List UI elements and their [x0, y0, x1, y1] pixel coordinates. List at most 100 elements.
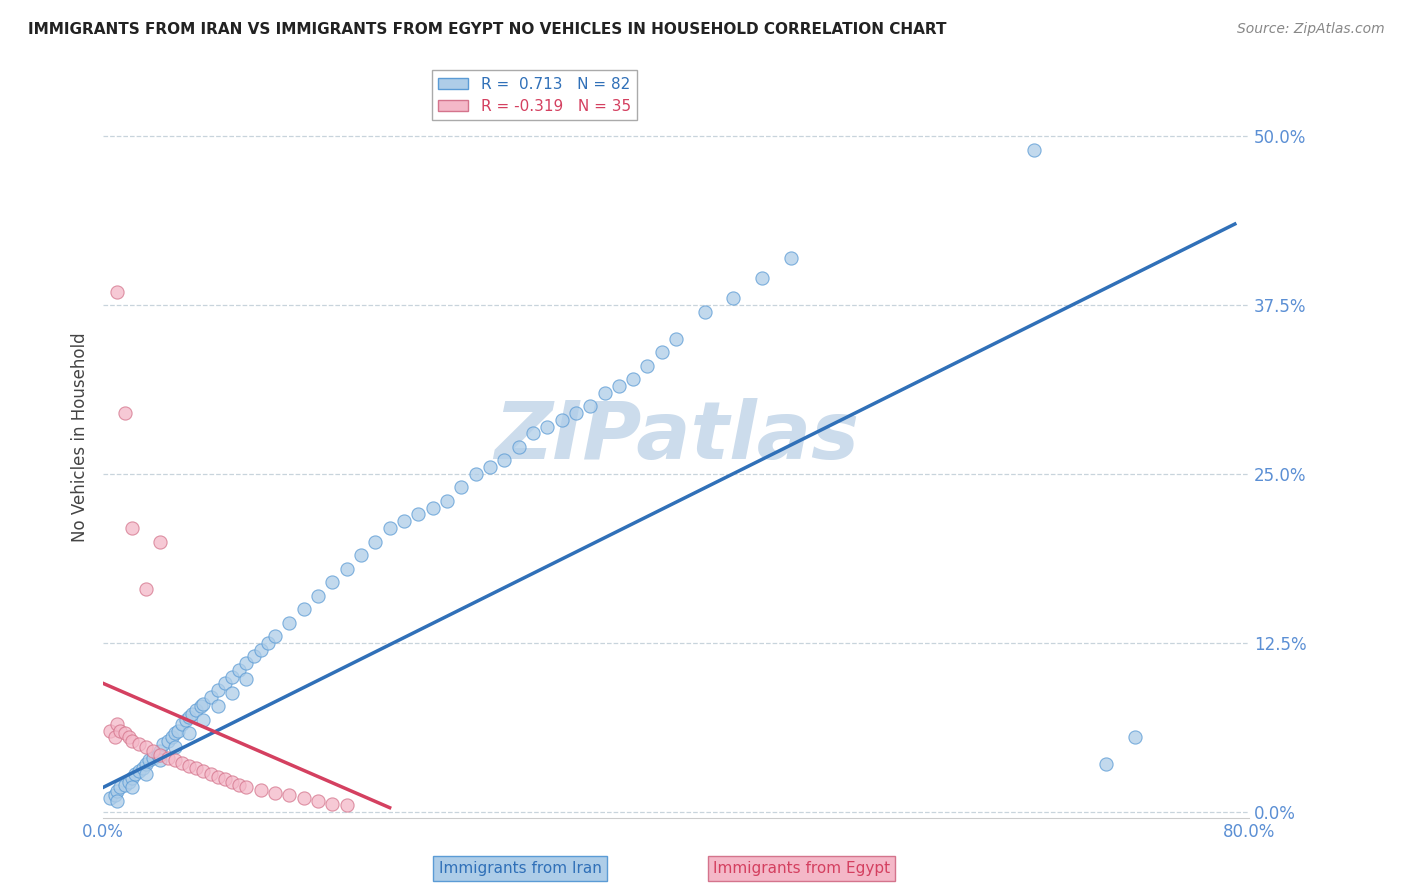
- Point: [98, 723, 121, 738]
- Point: [186, 762, 208, 776]
- Point: [110, 723, 132, 738]
- Point: [181, 707, 204, 722]
- Point: [193, 764, 215, 779]
- Point: [1123, 731, 1146, 745]
- Point: [207, 699, 229, 714]
- Point: [135, 582, 157, 596]
- Point: [494, 453, 516, 467]
- Point: [200, 767, 222, 781]
- Point: [107, 285, 129, 299]
- Point: [107, 717, 129, 731]
- Point: [142, 744, 165, 758]
- Point: [114, 406, 136, 420]
- Point: [135, 757, 157, 772]
- Text: Source: ZipAtlas.com: Source: ZipAtlas.com: [1237, 22, 1385, 37]
- Point: [170, 756, 193, 770]
- Point: [104, 789, 127, 803]
- Point: [177, 726, 200, 740]
- Point: [128, 764, 150, 779]
- Point: [364, 534, 387, 549]
- Point: [114, 726, 136, 740]
- Point: [436, 494, 458, 508]
- Point: [321, 575, 343, 590]
- Point: [98, 791, 121, 805]
- Point: [128, 737, 150, 751]
- Point: [190, 699, 212, 714]
- Point: [107, 794, 129, 808]
- Point: [118, 775, 141, 789]
- Point: [163, 753, 186, 767]
- Point: [186, 703, 208, 717]
- Point: [464, 467, 486, 481]
- Point: [166, 723, 188, 738]
- Point: [193, 713, 215, 727]
- Point: [207, 683, 229, 698]
- Point: [221, 686, 243, 700]
- Point: [104, 731, 127, 745]
- Point: [149, 534, 172, 549]
- Point: [249, 642, 271, 657]
- Point: [264, 629, 287, 643]
- Point: [118, 731, 141, 745]
- Point: [200, 690, 222, 704]
- Point: [156, 750, 179, 764]
- Point: [235, 656, 257, 670]
- Point: [1095, 757, 1118, 772]
- Text: Immigrants from Egypt: Immigrants from Egypt: [713, 861, 890, 876]
- Point: [228, 778, 250, 792]
- Point: [149, 753, 172, 767]
- Text: Immigrants from Iran: Immigrants from Iran: [439, 861, 602, 876]
- Point: [138, 753, 160, 767]
- Point: [278, 789, 301, 803]
- Point: [392, 514, 415, 528]
- Point: [170, 717, 193, 731]
- Point: [121, 780, 143, 795]
- Point: [149, 744, 172, 758]
- Point: [177, 710, 200, 724]
- Point: [257, 636, 280, 650]
- Point: [121, 521, 143, 535]
- Point: [751, 271, 773, 285]
- Point: [693, 305, 716, 319]
- Point: [665, 332, 688, 346]
- Point: [235, 673, 257, 687]
- Point: [163, 739, 186, 754]
- Point: [156, 734, 179, 748]
- Point: [146, 747, 169, 762]
- Point: [228, 663, 250, 677]
- Text: IMMIGRANTS FROM IRAN VS IMMIGRANTS FROM EGYPT NO VEHICLES IN HOUSEHOLD CORRELATI: IMMIGRANTS FROM IRAN VS IMMIGRANTS FROM …: [28, 22, 946, 37]
- Point: [779, 251, 801, 265]
- Point: [607, 379, 630, 393]
- Legend: R =  0.713   N = 82, R = -0.319   N = 35: R = 0.713 N = 82, R = -0.319 N = 35: [432, 70, 637, 120]
- Point: [336, 561, 359, 575]
- Point: [163, 726, 186, 740]
- Point: [478, 460, 501, 475]
- Point: [221, 775, 243, 789]
- Point: [160, 731, 183, 745]
- Point: [249, 783, 271, 797]
- Point: [651, 345, 673, 359]
- Point: [450, 480, 472, 494]
- Point: [193, 697, 215, 711]
- Point: [121, 734, 143, 748]
- Point: [321, 797, 343, 811]
- Point: [536, 419, 558, 434]
- Point: [1024, 143, 1046, 157]
- Point: [350, 548, 373, 562]
- Point: [522, 426, 544, 441]
- Point: [132, 762, 155, 776]
- Point: [278, 615, 301, 630]
- Point: [307, 589, 329, 603]
- Point: [110, 780, 132, 795]
- Point: [174, 713, 197, 727]
- Point: [723, 291, 745, 305]
- Point: [214, 676, 236, 690]
- Point: [124, 767, 146, 781]
- Point: [378, 521, 401, 535]
- Point: [152, 737, 174, 751]
- Point: [565, 406, 588, 420]
- Point: [508, 440, 530, 454]
- Point: [221, 670, 243, 684]
- Point: [177, 758, 200, 772]
- Point: [336, 797, 359, 812]
